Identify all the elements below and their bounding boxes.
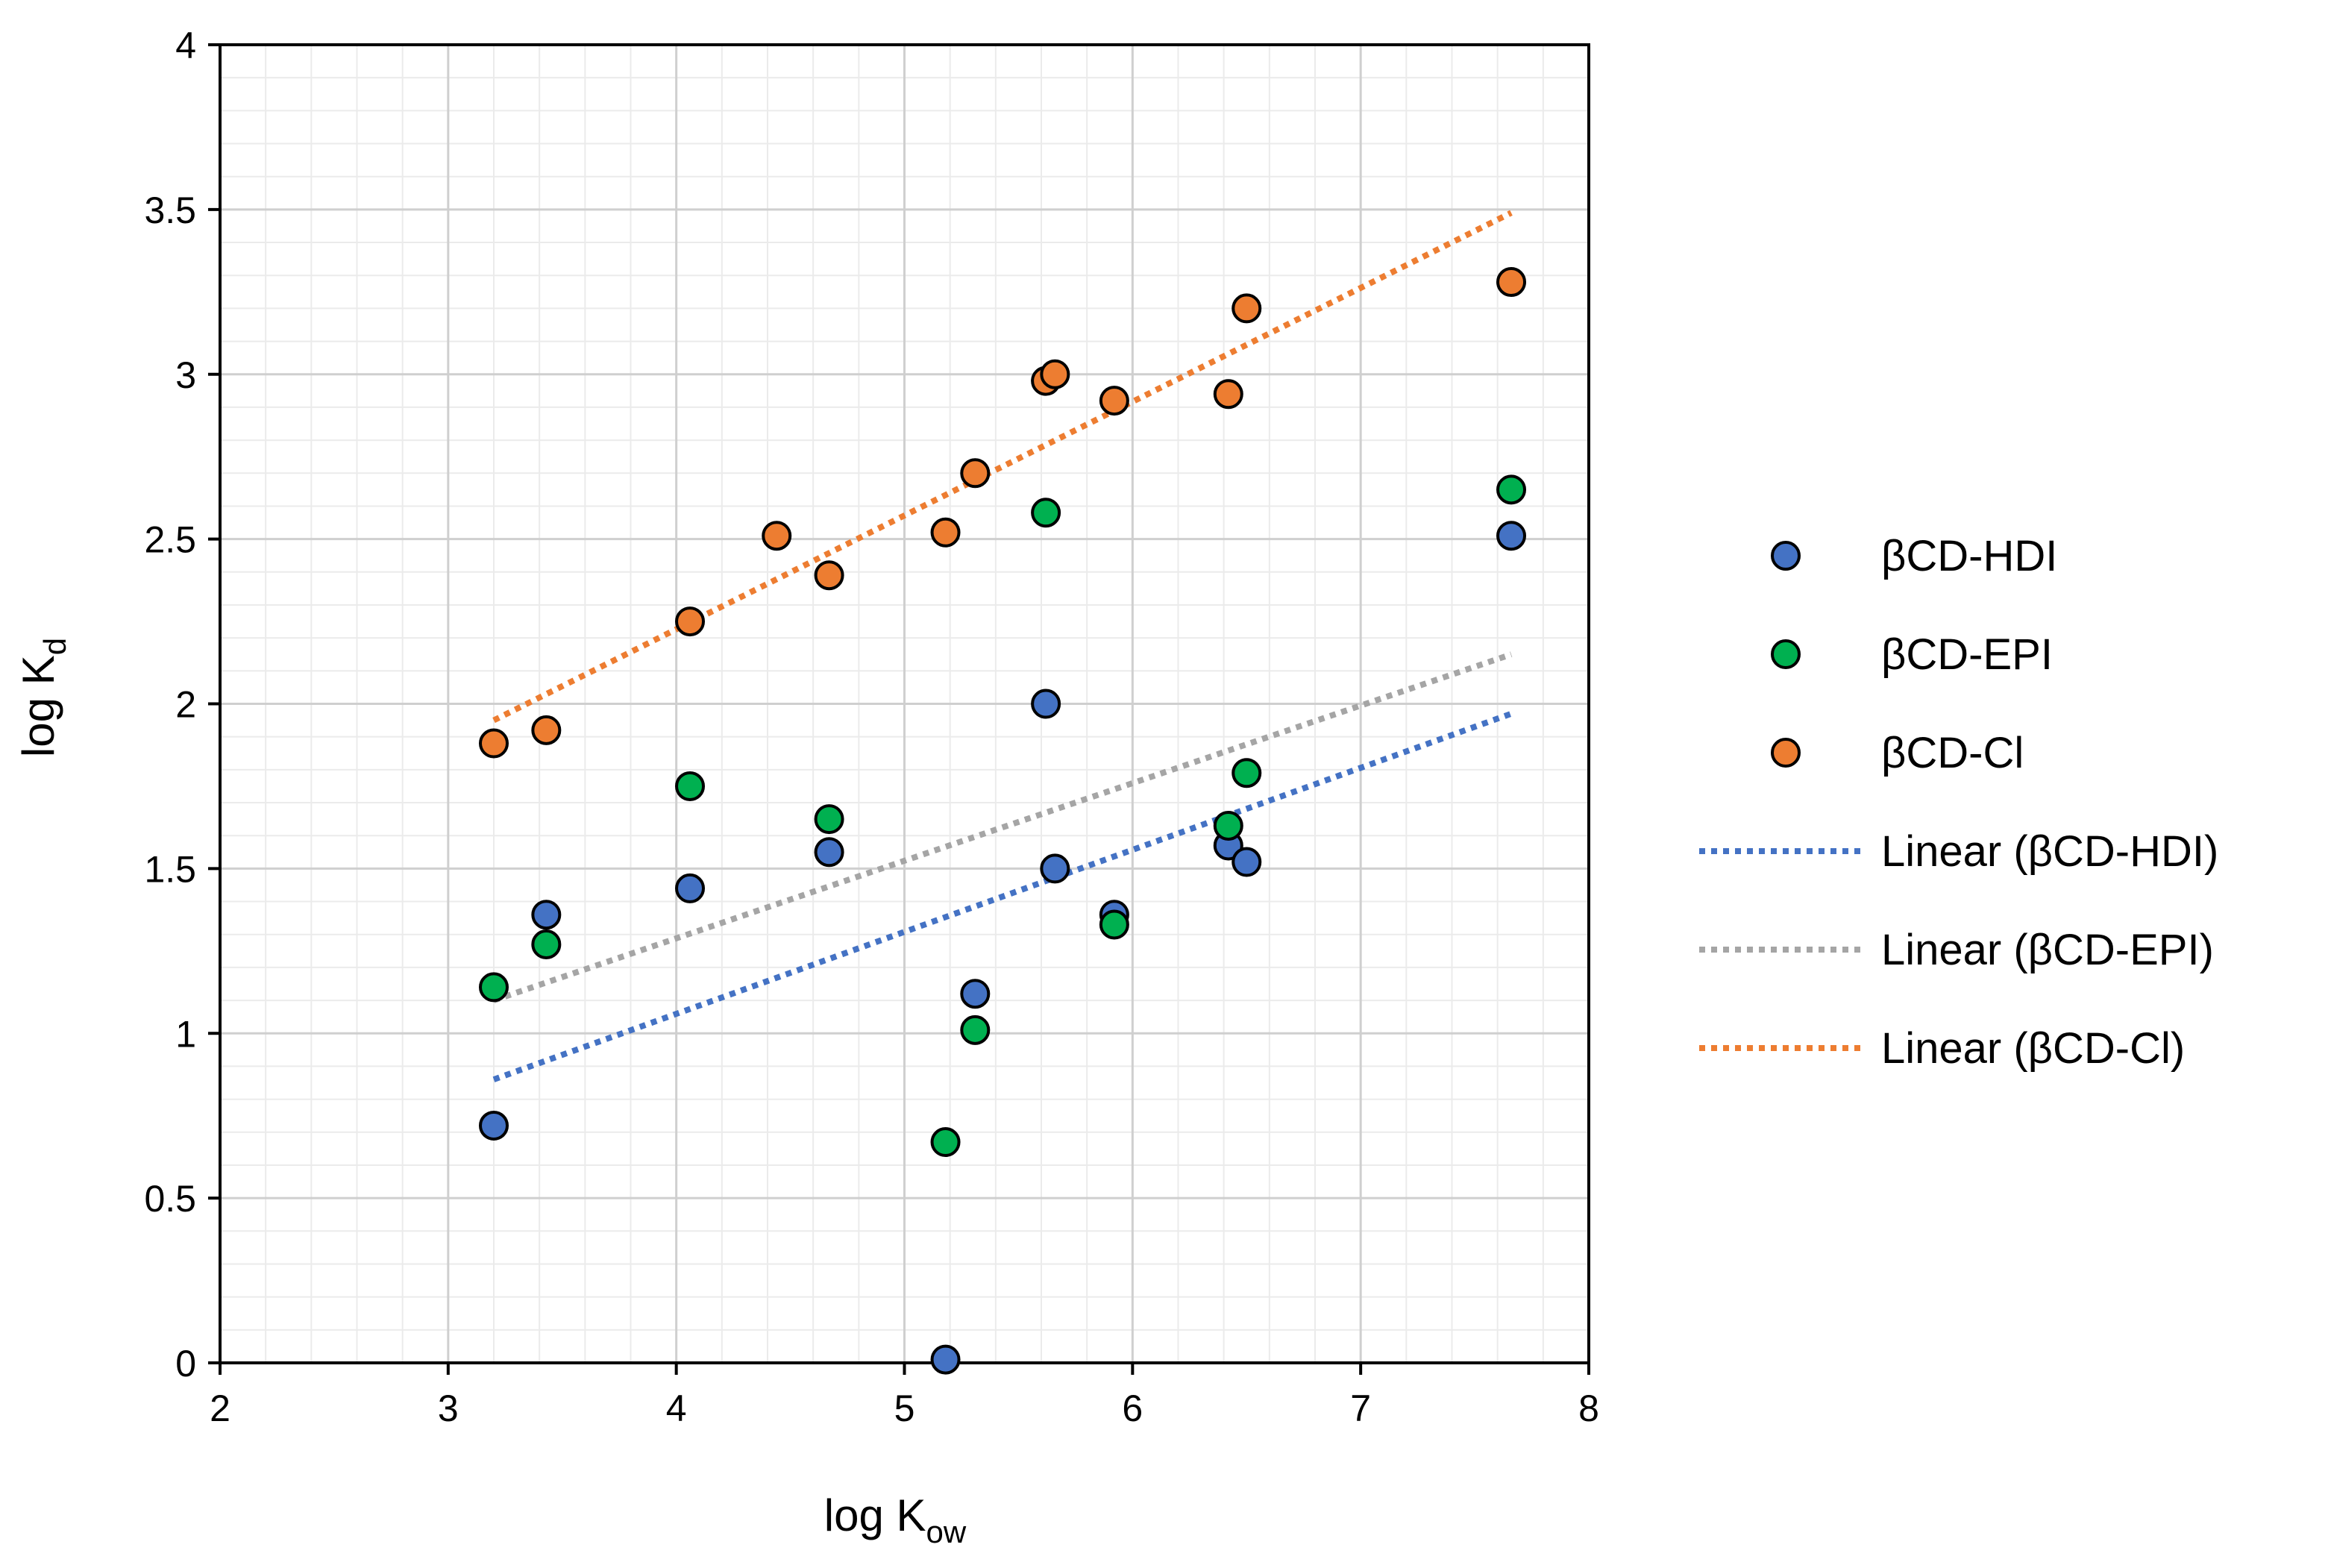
y-axis-title-subscript: d bbox=[37, 638, 72, 655]
data-point bbox=[479, 1110, 509, 1141]
x-axis-ticks: 2 3 4 5 6 7 8 bbox=[210, 1363, 1599, 1429]
x-tick-label: 4 bbox=[666, 1387, 687, 1429]
legend-label: Linear (βCD-HDI) bbox=[1881, 827, 2218, 876]
legend-marker bbox=[1771, 541, 1801, 571]
data-point bbox=[960, 1015, 991, 1045]
x-tick-label: 6 bbox=[1122, 1387, 1143, 1429]
legend-marker bbox=[1771, 738, 1801, 768]
legend-label: Linear (βCD-EPI) bbox=[1881, 926, 2214, 974]
data-points bbox=[479, 267, 1527, 1375]
x-tick-label: 7 bbox=[1350, 1387, 1371, 1429]
data-point bbox=[531, 900, 562, 930]
data-point bbox=[814, 804, 844, 835]
data-point bbox=[1232, 847, 1262, 877]
x-axis-title: log Kow bbox=[824, 1490, 967, 1549]
legend-label: Linear (βCD-Cl) bbox=[1881, 1024, 2185, 1073]
data-point bbox=[1031, 498, 1061, 528]
data-point bbox=[1213, 379, 1243, 410]
x-axis-title-main: log K bbox=[824, 1490, 926, 1540]
data-point bbox=[1213, 810, 1243, 841]
legend: βCD-HDI βCD-EPI βCD-Cl Linear (βCD-HDI) Line… bbox=[1699, 532, 2218, 1073]
data-point bbox=[814, 837, 844, 868]
trendline bbox=[492, 651, 1513, 1003]
data-point bbox=[960, 458, 991, 489]
y-tick-label: 0 bbox=[175, 1343, 196, 1384]
data-point bbox=[675, 771, 706, 801]
x-tick-label: 2 bbox=[210, 1387, 230, 1429]
data-point bbox=[1040, 359, 1070, 389]
y-tick-label: 2 bbox=[175, 684, 196, 726]
data-point bbox=[1040, 853, 1070, 884]
data-point bbox=[675, 606, 706, 637]
data-point bbox=[1496, 474, 1527, 505]
x-axis-title-subscript: ow bbox=[926, 1514, 967, 1549]
trendline bbox=[492, 710, 1513, 1082]
y-tick-label: 4 bbox=[175, 25, 196, 66]
x-tick-label: 5 bbox=[894, 1387, 915, 1429]
legend-marker bbox=[1771, 639, 1801, 669]
y-axis-ticks: 0 0.5 1 1.5 2 2.5 3 3.5 4 bbox=[144, 25, 220, 1384]
legend-label: βCD-EPI bbox=[1881, 630, 2053, 679]
data-point bbox=[960, 979, 991, 1009]
x-tick-label: 3 bbox=[438, 1387, 459, 1429]
data-point bbox=[1232, 293, 1262, 324]
data-point bbox=[1232, 758, 1262, 788]
y-tick-label: 3 bbox=[175, 354, 196, 396]
data-point bbox=[1099, 909, 1129, 940]
legend-label: βCD-Cl bbox=[1881, 729, 2024, 777]
data-point bbox=[531, 929, 562, 959]
data-point bbox=[675, 873, 706, 903]
legend-label: βCD-HDI bbox=[1881, 532, 2057, 580]
trendline bbox=[492, 210, 1513, 724]
data-point bbox=[814, 560, 844, 591]
y-tick-label: 1.5 bbox=[144, 848, 196, 890]
data-point bbox=[1496, 267, 1527, 298]
x-tick-label: 8 bbox=[1578, 1387, 1599, 1429]
data-point bbox=[531, 715, 562, 745]
data-point bbox=[930, 1344, 961, 1375]
data-point bbox=[479, 728, 509, 759]
trendlines bbox=[492, 210, 1513, 1082]
data-point bbox=[930, 1127, 961, 1158]
y-tick-label: 2.5 bbox=[144, 519, 196, 561]
y-tick-label: 3.5 bbox=[144, 189, 196, 231]
data-point bbox=[762, 521, 792, 551]
data-point bbox=[1099, 386, 1129, 416]
data-point bbox=[479, 972, 509, 1003]
y-tick-label: 0.5 bbox=[144, 1178, 196, 1220]
y-tick-label: 1 bbox=[175, 1013, 196, 1055]
data-point bbox=[1031, 689, 1061, 719]
data-point bbox=[1496, 521, 1527, 551]
y-axis-title: log Kd bbox=[13, 638, 72, 757]
data-point bbox=[930, 517, 961, 548]
y-axis-title-main: log K bbox=[13, 655, 63, 757]
